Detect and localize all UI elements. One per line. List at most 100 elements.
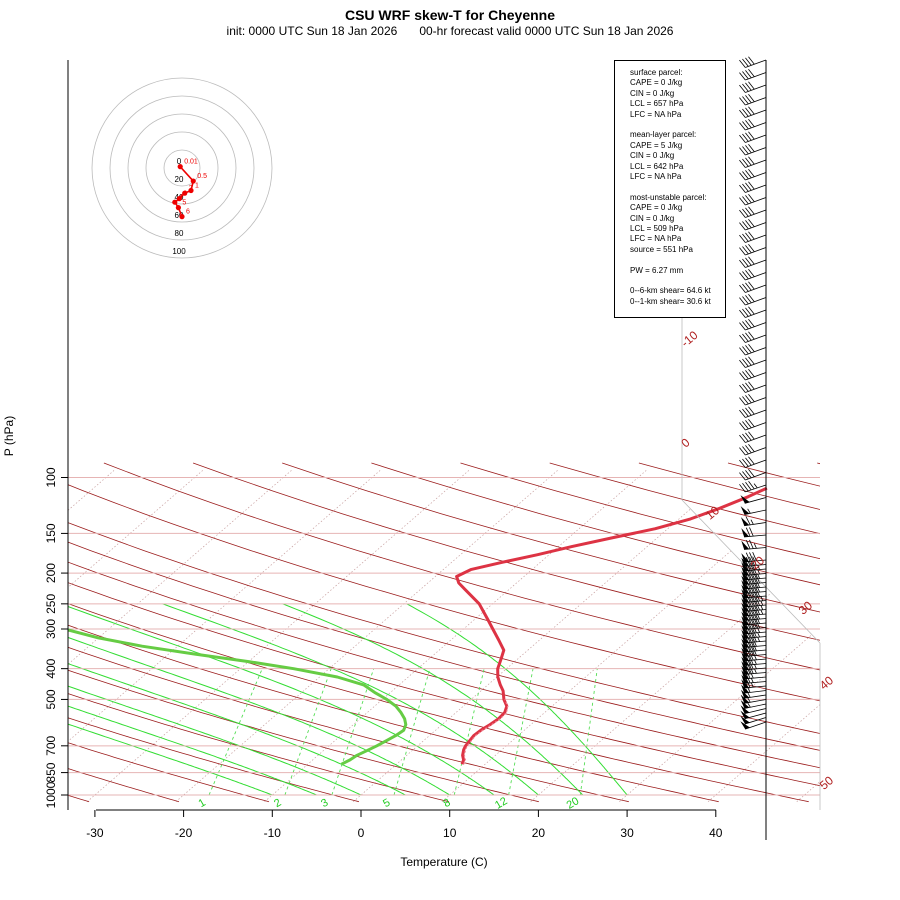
wind-barb (739, 156, 767, 168)
hodograph-point (175, 205, 181, 211)
dry-adiabat (371, 462, 820, 586)
wind-barb (739, 444, 767, 456)
mixing-ratio-label: 2 (272, 797, 283, 810)
info-line: LCL = 509 hPa (630, 224, 684, 234)
wind-barb (739, 431, 767, 443)
hodograph-ring-label: 80 (175, 229, 184, 238)
hodograph-ring-label: 60 (175, 211, 184, 220)
wind-barb (739, 169, 767, 181)
wind-barb (739, 331, 767, 343)
moist-adiabat (162, 603, 539, 796)
hodograph-point (182, 190, 188, 196)
mixing-ratio-label: 3 (319, 797, 330, 810)
isotherm-label: 10 (703, 503, 722, 523)
dry-adiabat (727, 462, 820, 487)
wind-barb (739, 244, 767, 256)
isotherm-line (264, 470, 647, 802)
hodograph-ring-label: 100 (172, 247, 186, 256)
info-line: LCL = 657 hPa (630, 99, 684, 109)
dry-adiabat (282, 462, 820, 613)
hodograph-point-label: 0.5 (197, 173, 207, 180)
temperature-trace (455, 486, 768, 765)
mixing-ratio-line (331, 668, 375, 796)
x-tick-label: 0 (358, 826, 365, 840)
isotherm-line (68, 470, 203, 802)
wind-barb (739, 456, 767, 468)
y-tick-label: 300 (44, 619, 58, 639)
wind-barb (739, 81, 767, 93)
y-tick-label: 100 (44, 467, 58, 487)
hodograph-ring-label: 0 (177, 157, 182, 166)
hodograph-point (190, 178, 196, 184)
valid-time: 00-hr forecast valid 0000 UTC Sun 18 Jan… (419, 24, 674, 38)
mean-layer-parcel-info: mean-layer parcel: CAPE = 5 J/kg CIN = 0 J… (630, 130, 725, 182)
wind-barb (739, 469, 767, 481)
isotherm-label: 30 (796, 598, 815, 618)
moist-adiabat (68, 685, 362, 796)
hodograph-point (172, 199, 178, 205)
hodograph-point (188, 187, 194, 194)
info-line: CAPE = 0 J/kg (630, 78, 683, 88)
wind-barb (739, 481, 767, 493)
isotherm-line (796, 470, 820, 802)
wind-barb (739, 56, 767, 68)
precipitable-water: PW = 6.27 mm (630, 266, 725, 276)
isobars (68, 477, 820, 796)
info-line: mean-layer parcel: (630, 130, 697, 140)
wind-barb (741, 551, 767, 563)
wind-barb (740, 516, 767, 527)
hodograph-point-label: 0.01 (184, 159, 198, 166)
info-line: LFC = NA hPa (630, 172, 682, 182)
moist-adiabat (68, 605, 495, 796)
sounding-traces (68, 486, 768, 766)
y-tick-label: 400 (44, 658, 58, 678)
dry-adiabat (68, 624, 719, 803)
chart-subtitle: init: 0000 UTC Sun 18 Jan 2026 00-hr fore… (0, 24, 900, 38)
mixing-ratio-label: 5 (381, 797, 392, 810)
mixing-ratio-line (393, 668, 431, 796)
moist-adiabat (68, 663, 406, 796)
moist-adiabat (68, 636, 450, 796)
dry-adiabat (460, 462, 820, 560)
x-tick-label: 20 (532, 826, 546, 840)
info-line: LCL = 642 hPa (630, 161, 684, 171)
info-line: LFC = NA hPa (630, 234, 682, 244)
isotherm-line (530, 470, 820, 802)
shear-0-6km: 0--6-km shear= 64.6 kt (630, 286, 711, 296)
hodograph-point-label: 3 (183, 191, 187, 198)
wind-barb (740, 715, 767, 725)
wind-barb (739, 356, 767, 368)
wind-barb (739, 194, 767, 206)
wind-barb (739, 106, 767, 118)
dry-adiabat (68, 717, 359, 803)
wind-barb (739, 231, 767, 243)
wind-barb (740, 700, 767, 709)
hodograph-point (179, 214, 185, 220)
dry-adiabat (549, 462, 820, 535)
hodograph-ring (109, 95, 255, 241)
y-tick-label: 1000 (44, 781, 58, 808)
wind-barb (741, 527, 767, 538)
info-line: LFC = NA hPa (630, 109, 682, 119)
moist-adiabat (406, 603, 628, 796)
moist-adiabat (68, 705, 317, 796)
info-line: source = 551 hPa (630, 244, 693, 254)
dry-adiabat (103, 462, 820, 671)
wind-barb (740, 495, 767, 504)
shear-info: 0--6-km shear= 64.6 kt 0--1-km shear= 30… (630, 286, 725, 307)
x-tick-label: -30 (86, 826, 104, 840)
pw-value: PW = 6.27 mm (630, 265, 684, 275)
wind-barb (739, 144, 767, 156)
mixing-ratio-line (453, 668, 485, 796)
x-tick-label: 30 (620, 826, 634, 840)
hodograph-point-label: 5 (182, 200, 186, 207)
dry-adiabat (68, 742, 270, 803)
isotherm-label: 0 (678, 435, 692, 450)
wind-barb (739, 269, 767, 281)
surface-parcel-info: surface parcel: CAPE = 0 J/kg CIN = 0 J/kg… (630, 68, 725, 120)
mixing-ratio-line (579, 668, 598, 796)
moist-adiabat (68, 723, 273, 796)
wind-barb (739, 131, 767, 143)
virtual-temperature-trace (463, 699, 509, 765)
wind-barb (739, 294, 767, 306)
